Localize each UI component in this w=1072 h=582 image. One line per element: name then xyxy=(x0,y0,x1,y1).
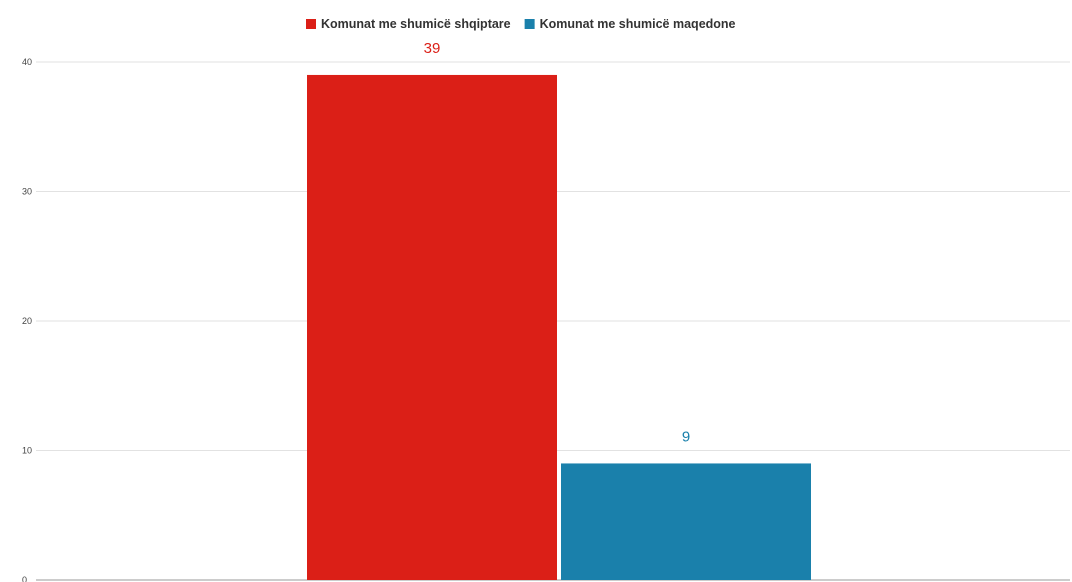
y-tick-label-30: 30 xyxy=(22,187,32,197)
y-tick-label-0: 0 xyxy=(22,575,27,582)
bar-maqedone xyxy=(561,463,811,580)
legend-swatch-maqedone xyxy=(524,19,535,29)
legend-swatch-shqiptare xyxy=(306,19,316,29)
legend-label-maqedone: Komunat me shumicë maqedone xyxy=(540,17,736,31)
data-labels: 39 9 xyxy=(424,40,691,446)
bar-shqiptare xyxy=(307,74,557,580)
data-label-maqedone: 9 xyxy=(682,428,690,445)
data-label-shqiptare: 39 xyxy=(424,40,441,57)
legend-label-shqiptare: Komunat me shumicë shqiptare xyxy=(321,17,511,31)
y-tick-label-20: 20 xyxy=(22,316,32,326)
y-tick-label-10: 10 xyxy=(22,446,32,456)
y-axis: 0 10 20 30 40 xyxy=(22,57,32,582)
y-tick-label-40: 40 xyxy=(22,57,32,67)
bars xyxy=(307,74,811,580)
legend: Komunat me shumicë shqiptare Komunat me s… xyxy=(306,17,736,31)
